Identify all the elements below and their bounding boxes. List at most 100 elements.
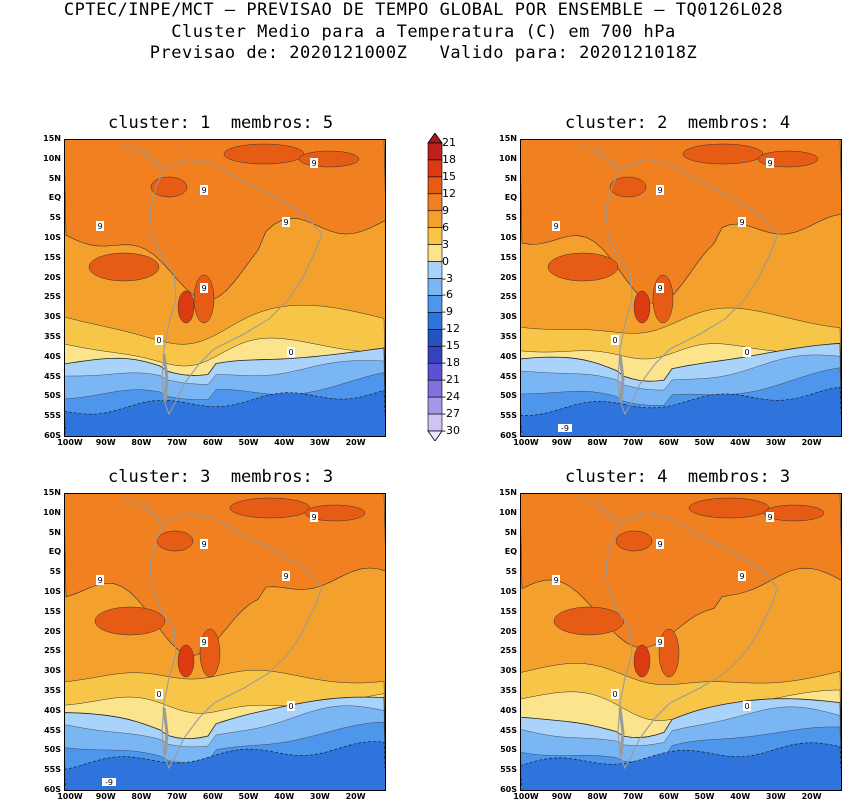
lon-tick-label: 40W — [274, 438, 295, 447]
lat-tick-label: 30S — [500, 666, 517, 676]
lat-tick-label: 10N — [43, 153, 61, 163]
lon-tick-label: 100W — [513, 438, 539, 447]
colorbar-box — [427, 227, 443, 245]
map-panel-1: 9 9 9 9 9 0 0 — [64, 139, 386, 437]
contour-label-box — [552, 575, 560, 585]
warm-15-blob — [547, 252, 619, 282]
contour-label-0: 0 — [156, 690, 161, 699]
colorbar-tick-label: 12 — [442, 186, 456, 200]
colorbar-tick-label: -24 — [442, 390, 460, 404]
contour-label-9: 9 — [97, 222, 102, 231]
map-frame — [520, 493, 842, 791]
lon-tick-label: 20W — [345, 438, 366, 447]
lat-tick-label: 25S — [500, 292, 517, 302]
contour-label-9: 9 — [767, 159, 772, 168]
warm-15-blob — [223, 143, 305, 165]
contour-label-9: 9 — [311, 159, 316, 168]
lat-tick-label: 30S — [44, 666, 61, 676]
contour-label-box — [310, 512, 318, 522]
lon-tick-label: 60W — [202, 792, 223, 801]
contour-label-box — [738, 217, 746, 227]
lon-tick-label: 20W — [345, 792, 366, 801]
south-america-coastline — [605, 158, 779, 416]
lat-tick-label: 50S — [44, 745, 61, 755]
band-minus12-minus9 — [64, 389, 386, 437]
lat-tick-label: 10S — [44, 233, 61, 242]
map-panel-4: 9 9 9 9 9 0 0 — [520, 493, 842, 791]
colorbar-box — [427, 210, 443, 229]
colorbar-box — [427, 295, 443, 313]
south-america-coastline — [149, 512, 323, 770]
warm-12-region — [520, 139, 842, 305]
warm-15-blob — [298, 150, 360, 168]
contour-label-box — [200, 283, 208, 293]
colorbar-tick-label: -3 — [442, 271, 453, 285]
lon-tick-label: 60W — [658, 792, 679, 801]
south-america-coastline — [149, 158, 323, 416]
lat-tick-label: 15N — [43, 488, 61, 497]
lat-tick-label: 15S — [44, 606, 61, 616]
contour-label-9: 9 — [657, 186, 662, 195]
lat-tick-label: 15N — [43, 134, 61, 143]
south-america-coastline — [605, 512, 779, 770]
lat-tick-label: 5N — [504, 527, 517, 537]
lon-tick-label: 30W — [309, 438, 330, 447]
lat-tick-label: 55S — [44, 411, 61, 421]
lat-tick-label: 55S — [500, 411, 517, 421]
lat-tick-label: EQ — [504, 547, 517, 557]
lon-tick-label: 50W — [238, 438, 259, 447]
central-america-coastline — [123, 143, 165, 170]
colorbar-box — [427, 379, 443, 398]
panel-2-title: cluster: 2 membros: 4 — [565, 113, 791, 133]
lat-tick-label: 60S — [500, 431, 517, 440]
lon-tick-label: 80W — [587, 438, 608, 447]
warm-18-blob — [177, 644, 195, 678]
contour-label-box — [743, 347, 751, 357]
contour-label-9: 9 — [657, 284, 662, 293]
colorbar-tick-label: 15 — [442, 169, 456, 183]
lon-tick-label: 100W — [57, 792, 83, 801]
contour-label-9: 9 — [311, 513, 316, 522]
lon-tick-label: 70W — [167, 438, 188, 447]
warm-18-blob — [633, 290, 651, 324]
lat-tick-label: 35S — [44, 686, 61, 695]
lon-tick-label: 30W — [765, 792, 786, 801]
contour-label-9: 9 — [201, 186, 206, 195]
warm-15-blob — [658, 628, 680, 678]
lat-tick-label: 5N — [504, 173, 517, 183]
lon-tick-label: 30W — [309, 792, 330, 801]
contour-label-box — [656, 637, 664, 647]
contour-label-box — [310, 158, 318, 168]
warm-15-blob — [652, 274, 674, 324]
contour-label-0: 0 — [612, 336, 617, 345]
colorbar-box — [427, 142, 443, 161]
lat-tick-label: 60S — [44, 431, 61, 440]
contour-label-9: 9 — [283, 218, 288, 227]
contour-label-0: 0 — [288, 702, 293, 711]
contour-label-9: 9 — [97, 576, 102, 585]
lat-tick-label: 20S — [44, 272, 61, 282]
contour-label-9: 9 — [553, 576, 558, 585]
warm-15-blob — [609, 176, 647, 198]
contour-label-box — [558, 424, 572, 432]
colorbar-box — [427, 278, 443, 296]
lat-tick-label: 40S — [500, 705, 517, 715]
contour-label-box — [287, 347, 295, 357]
contour-label-box — [766, 158, 774, 168]
contour-label-box — [155, 335, 163, 345]
contour-label-minus9: -9 — [105, 778, 113, 787]
lat-tick-label: 15N — [499, 134, 517, 143]
lat-tick-label: 20S — [500, 272, 517, 282]
contour-label-box — [96, 221, 104, 231]
map-frame — [520, 139, 842, 437]
warm-15-blob — [763, 504, 825, 522]
lat-tick-label: 10N — [499, 153, 517, 163]
lat-tick-label: 5S — [505, 213, 517, 223]
lon-tick-label: 80W — [131, 792, 152, 801]
contour-label-0: 0 — [612, 690, 617, 699]
contour-label-9: 9 — [739, 218, 744, 227]
figure-title-line3: Previsao de: 2020121000Z Valido para: 20… — [149, 43, 698, 63]
colorbar-tick-label: 18 — [442, 152, 456, 166]
contour-label-minus9: -9 — [561, 424, 569, 433]
lon-tick-label: 60W — [658, 438, 679, 447]
